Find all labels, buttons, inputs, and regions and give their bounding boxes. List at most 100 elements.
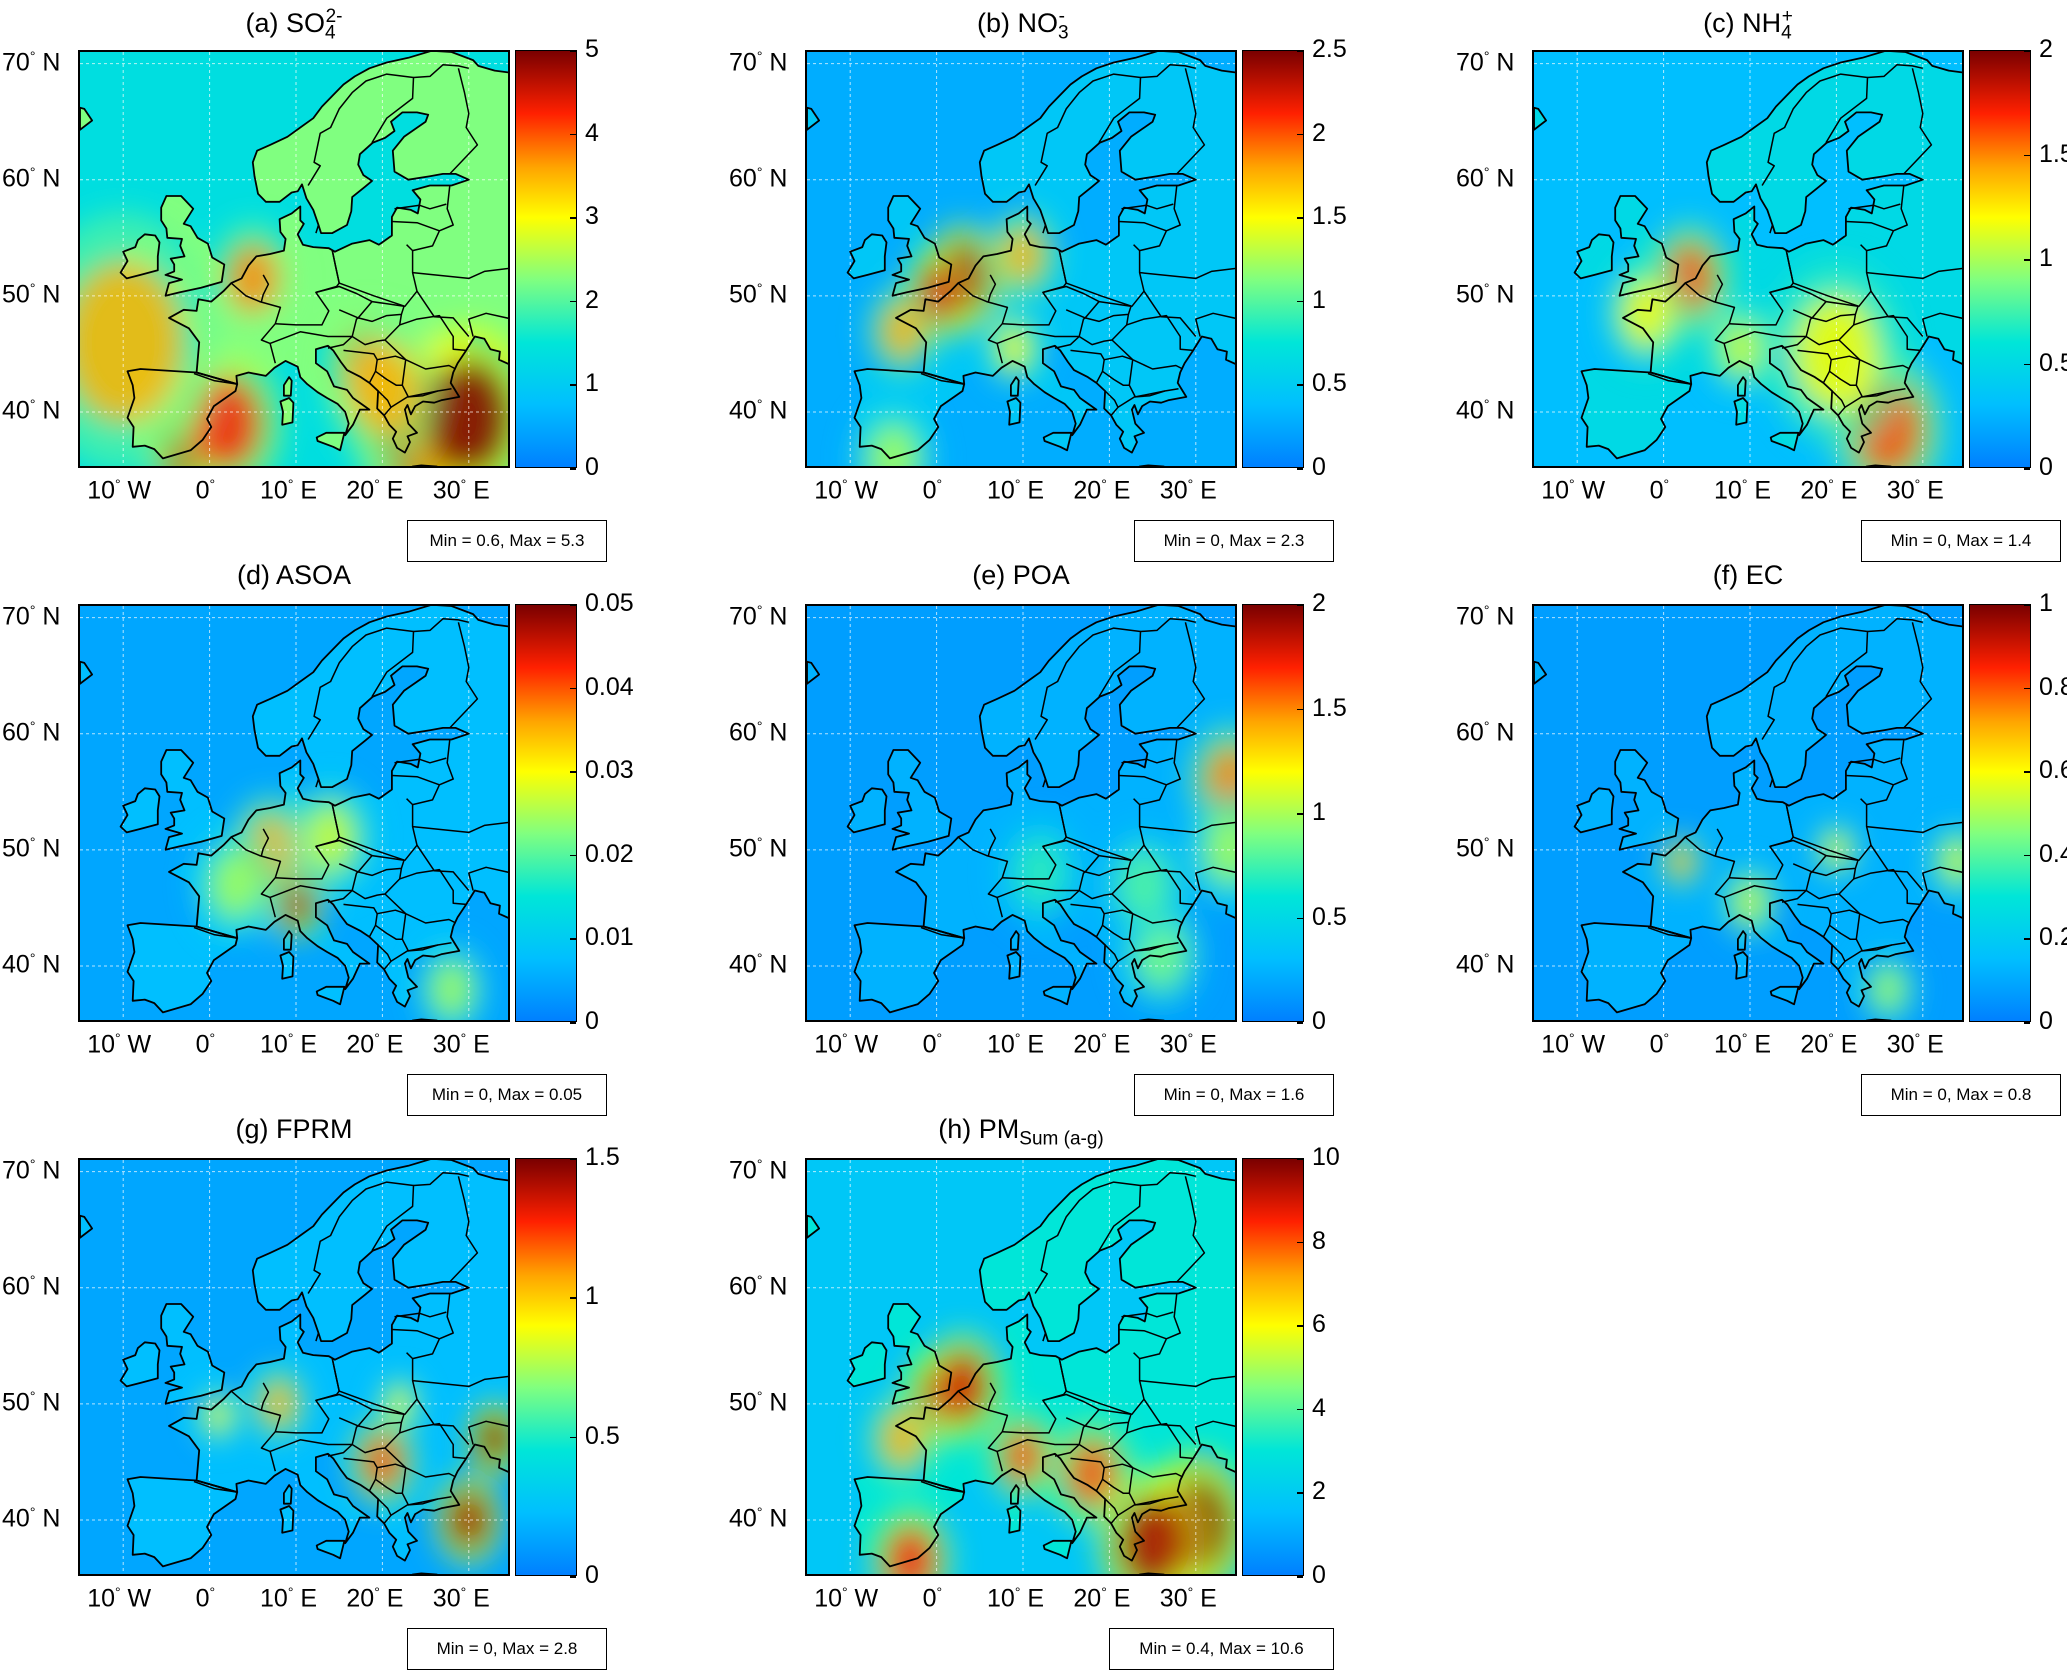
colorbar-tick-label: 4	[585, 118, 599, 147]
lon-tick-hemisphere: E	[293, 476, 318, 505]
coastline-iceland_tip	[80, 660, 93, 685]
lat-tick-hemisphere: N	[762, 1504, 788, 1533]
degree-symbol: °	[29, 717, 36, 734]
land-britain	[888, 750, 952, 850]
country-border	[377, 944, 392, 970]
country-border	[1845, 774, 1894, 786]
hotspot	[1066, 1438, 1119, 1509]
hotspot	[304, 803, 357, 874]
country-border	[920, 372, 965, 385]
lon-tick-value: 10	[1541, 1030, 1569, 1059]
coastline-sicily	[315, 431, 346, 452]
panel-title-text: (b) NO	[977, 8, 1059, 38]
country-border	[449, 68, 479, 175]
land-sicily	[1043, 432, 1072, 451]
degree-symbol: °	[1014, 476, 1021, 492]
country-border	[399, 1422, 467, 1460]
degree-symbol: °	[1483, 949, 1490, 966]
country-border	[399, 314, 467, 352]
colorbar-tick-mark	[570, 1022, 576, 1024]
land-continent	[896, 1160, 1235, 1561]
country-border	[315, 1332, 320, 1342]
lat-tick-label: 50° N	[729, 1388, 787, 1417]
lat-tick-value: 60	[2, 1272, 30, 1301]
colorbar-tick-label: 1.5	[1312, 693, 1347, 722]
lat-tick-value: 40	[1456, 396, 1484, 425]
panel-title-subscript: 4	[1781, 22, 1792, 44]
country-border	[1853, 314, 1921, 352]
coastline-iceland_tip	[1534, 106, 1547, 131]
country-border	[987, 828, 997, 856]
lon-tick-label: 20° E	[346, 1030, 403, 1059]
land-ireland	[847, 1342, 887, 1387]
country-border	[351, 314, 403, 346]
country-border	[1042, 778, 1047, 788]
lat-tick-value: 60	[2, 164, 30, 193]
colorbar-tick-label: 0.04	[585, 672, 634, 701]
country-border	[384, 339, 457, 370]
coastlines-and-borders	[1534, 606, 1962, 1020]
lon-tick-label: 10° E	[260, 1584, 317, 1613]
colorbar	[1969, 604, 2031, 1022]
country-border	[1058, 244, 1145, 308]
lon-tick-label: 10° W	[814, 1030, 878, 1059]
country-border	[413, 1172, 469, 1187]
degree-symbol: °	[209, 476, 216, 492]
concentration-field	[194, 782, 487, 1020]
lat-tick-value: 70	[1456, 601, 1484, 630]
colorbar-tick-mark	[1297, 133, 1303, 136]
lon-tick-hemisphere: E	[379, 1584, 404, 1613]
country-border	[260, 274, 270, 302]
lat-tick-value: 50	[2, 1388, 30, 1417]
colorbar-tick-mark	[1297, 813, 1303, 815]
degree-symbol: °	[842, 1584, 848, 1600]
lat-tick-label: 50° N	[2, 1388, 60, 1417]
lon-tick-label: 0°	[923, 1030, 943, 1059]
degree-symbol: °	[756, 1155, 763, 1172]
lat-tick-hemisphere: N	[35, 718, 61, 747]
lat-tick-value: 40	[1456, 950, 1484, 979]
colorbar-tick-label: 2	[1312, 1477, 1326, 1506]
country-border	[1118, 774, 1167, 786]
colorbar-tick-mark	[570, 133, 576, 136]
lat-tick-label: 60° N	[2, 718, 60, 747]
land-iceland_tip	[80, 107, 93, 130]
lat-tick-value: 50	[2, 280, 30, 309]
colorbar-tick-label: 5	[585, 35, 599, 63]
land-iceland_tip	[1534, 661, 1547, 684]
graticule	[807, 1160, 1235, 1574]
country-border	[1042, 839, 1100, 873]
degree-symbol: °	[29, 601, 36, 618]
country-border	[390, 944, 438, 962]
coastline-britain	[160, 1303, 226, 1405]
panel-b: (b) NO3- 70° N 60° N 50° N 40° N 10° W 0° 10° E…	[727, 0, 1427, 562]
country-border	[1195, 1420, 1235, 1445]
lon-tick-label: 10° E	[987, 1584, 1044, 1613]
country-border	[1034, 1181, 1142, 1294]
panel-title-subscript: Sum (a-g)	[1019, 1128, 1104, 1150]
lat-tick-hemisphere: N	[35, 396, 61, 425]
hotspot	[1719, 319, 1763, 378]
lat-tick-label: 60° N	[2, 164, 60, 193]
lat-tick-hemisphere: N	[762, 47, 788, 76]
concentration-field	[197, 1366, 508, 1567]
degree-symbol: °	[1483, 163, 1490, 180]
min-max-box: Min = 0, Max = 1.4	[1861, 520, 2061, 562]
country-border	[1140, 1172, 1196, 1187]
lon-tick-hemisphere: E	[293, 1030, 318, 1059]
degree-symbol: °	[1914, 476, 1921, 492]
country-border	[1042, 224, 1047, 234]
country-border	[1118, 220, 1167, 232]
lon-tick-value: 30	[1886, 476, 1915, 505]
lon-tick-hemisphere: E	[1193, 1584, 1217, 1613]
lat-tick-hemisphere: N	[762, 396, 788, 425]
graticule	[80, 1160, 508, 1574]
country-border	[1684, 282, 1736, 364]
country-border	[413, 618, 469, 633]
lon-tick-hemisphere: W	[1574, 1030, 1606, 1059]
degree-symbol: °	[287, 1030, 294, 1046]
land-iceland_tip	[80, 1215, 93, 1238]
colorbar-tick-mark	[570, 771, 576, 773]
hotspot	[880, 1409, 924, 1468]
